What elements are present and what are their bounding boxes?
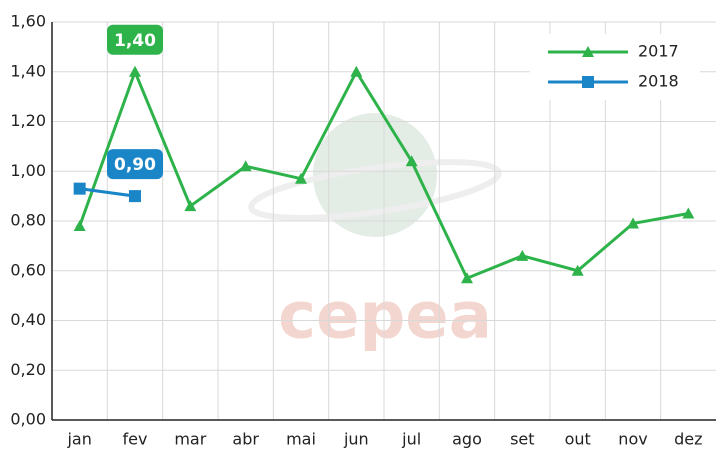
watermark: cepea xyxy=(278,280,492,354)
marker xyxy=(516,250,528,261)
legend-label: 2018 xyxy=(638,72,679,91)
marker xyxy=(582,76,594,88)
marker xyxy=(74,220,86,231)
marker xyxy=(129,190,141,202)
x-tick-label: abr xyxy=(232,430,259,449)
value-label: 1,40 xyxy=(114,31,156,51)
value-label: 0,90 xyxy=(114,155,156,175)
x-tick-label: jul xyxy=(401,430,421,449)
x-tick-label: ago xyxy=(452,430,482,449)
x-tick-label: set xyxy=(510,430,534,449)
x-tick-label: mar xyxy=(174,430,206,449)
y-tick-label: 0,00 xyxy=(10,410,46,429)
x-tick-label: fev xyxy=(123,430,148,449)
y-tick-label: 0,20 xyxy=(10,360,46,379)
x-tick-label: mai xyxy=(286,430,316,449)
y-tick-label: 1,00 xyxy=(10,161,46,180)
legend-label: 2017 xyxy=(638,42,679,61)
y-tick-label: 0,60 xyxy=(10,260,46,279)
y-tick-label: 1,60 xyxy=(10,12,46,31)
x-tick-label: jan xyxy=(66,430,91,449)
chart: cepea 0,00 0,20 0,40 0,60 0,80 1,00 1,20 1,40 1,… xyxy=(0,0,717,453)
y-tick-label: 0,40 xyxy=(10,310,46,329)
y-tick-label: 1,40 xyxy=(10,61,46,80)
x-tick-label: dez xyxy=(674,430,702,449)
x-tick-label: nov xyxy=(618,430,647,449)
y-tick-label: 0,80 xyxy=(10,211,46,230)
x-tick-label: out xyxy=(565,430,591,449)
y-tick-label: 1,20 xyxy=(10,111,46,130)
marker xyxy=(74,183,86,195)
x-tick-label: jun xyxy=(343,430,369,449)
